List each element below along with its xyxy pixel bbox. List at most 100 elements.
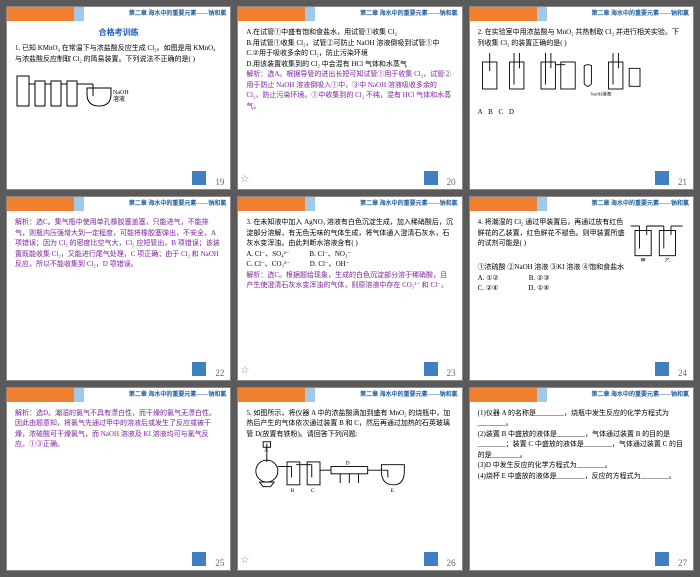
page-number: 19: [215, 177, 224, 187]
svg-text:C: C: [311, 488, 315, 494]
choice-b: B. ②③: [529, 273, 550, 284]
svg-text:A: A: [264, 448, 268, 454]
question-4: (4)烧杯 E 中盛放的液体是________，反应的方程式为________。: [478, 471, 685, 482]
chapter-title: 第二章 海水中的重要元素——钠和氯: [360, 389, 458, 398]
option-c: C. Cl⁻、CO₃²⁻: [246, 259, 289, 270]
slide-body: 4. 将潮湿的 Cl₂ 通过甲装置后，再通过放有红色鲜花的乙装置，红色鲜花不褪色…: [470, 211, 693, 300]
slide-header: 第二章 海水中的重要元素——钠和氯: [470, 388, 693, 402]
slide-body: 5. 如图所示，将仪器 A 中的浓盐酸滴加到盛有 MnO₂ 的烧瓶中，加热后产生…: [238, 402, 461, 504]
slide-body: 3. 在未知液中加入 AgNO₃ 溶液有白色沉淀生成，加入稀硝酸后，沉淀部分溶解…: [238, 211, 461, 297]
slide-22: 第二章 海水中的重要元素——钠和氯 解析：选C。集气瓶中使用单孔橡胶塞盖塞，只能…: [6, 196, 231, 380]
question-3: (3)D 中发生反应的化学方程式为________。: [478, 460, 685, 471]
apparatus-diagram-icon: NaOH 溶液: [15, 66, 135, 116]
slide-25: 第二章 海水中的重要元素——钠和氯 解析：选D。潮湿的氯气不具有漂白性，而干燥的…: [6, 387, 231, 571]
svg-text:NaOH溶液: NaOH溶液: [590, 90, 611, 97]
page-number: 25: [215, 558, 224, 568]
question-1: (1)仪器 A 的名称是________，烧瓶中发生反应的化学方程式为_____…: [478, 408, 685, 429]
svg-text:乙: 乙: [665, 257, 671, 262]
choices: A. ①② B. ②③ C. ②④ D. ①④: [478, 273, 685, 294]
page-number: 24: [678, 368, 687, 378]
svg-text:溶液: 溶液: [113, 95, 125, 103]
slide-23: 第二章 海水中的重要元素——钠和氯 3. 在未知液中加入 AgNO₃ 溶液有白色…: [237, 196, 462, 380]
chapter-title: 第二章 海水中的重要元素——钠和氯: [360, 8, 458, 17]
slide-20: 第二章 海水中的重要元素——钠和氯 A.在试管①中盛有饱和食盐水，用试管①收集 …: [237, 6, 462, 190]
slide-body: 解析：选C。集气瓶中使用单孔橡胶塞盖塞，只能进气，不能排气，则瓶内压强增大到一定…: [7, 211, 230, 276]
nav-icon[interactable]: [192, 362, 206, 376]
question-text: 4. 将潮湿的 Cl₂ 通过甲装置后，再通过放有红色鲜花的乙装置，红色鲜花不褪色…: [478, 217, 626, 249]
nav-icon[interactable]: [424, 362, 438, 376]
chapter-title: 第二章 海水中的重要元素——钠和氯: [129, 8, 227, 17]
page-number: 22: [215, 368, 224, 378]
slide-grid: 第二章 海水中的重要元素——钠和氯 合格考训练 1. 已知 KMnO₄ 在常温下…: [0, 0, 700, 577]
svg-text:B: B: [291, 488, 295, 494]
choice-a: A. ①②: [478, 273, 499, 284]
naoh-label: NaOH: [113, 90, 129, 96]
choices: A. Cl⁻、SO₄²⁻ B. Cl⁻、NO₃⁻ C. Cl⁻、CO₃²⁻ D.…: [246, 249, 453, 270]
option-d: D.用该装置收集到的 Cl₂ 中会混有 HCl 气体和水蒸气: [246, 59, 453, 70]
slide-body: 2. 在实验室中用浓盐酸与 MnO₂ 共热制取 Cl₂ 并进行相关实验。下列收集…: [470, 21, 693, 123]
training-title: 合格考训练: [15, 27, 222, 39]
question-text: 1. 已知 KMnO₄ 在常温下与浓盐酸反应生成 Cl₂。如图是用 KMnO₄ …: [15, 43, 222, 64]
slide-27: 第二章 海水中的重要元素——钠和氯 (1)仪器 A 的名称是________，烧…: [469, 387, 694, 571]
option-labels: A B C D: [478, 107, 685, 118]
chapter-title: 第二章 海水中的重要元素——钠和氯: [591, 198, 689, 207]
nav-icon[interactable]: [655, 362, 669, 376]
chapter-title: 第二章 海水中的重要元素——钠和氯: [591, 8, 689, 17]
question-text: 2. 在实验室中用浓盐酸与 MnO₂ 共热制取 Cl₂ 并进行相关实验。下列收集…: [478, 27, 685, 48]
nav-icon[interactable]: [655, 171, 669, 185]
nav-icon[interactable]: [655, 552, 669, 566]
star-icon: ☆: [240, 555, 249, 566]
slide-24: 第二章 海水中的重要元素——钠和氯 4. 将潮湿的 Cl₂ 通过甲装置后，再通过…: [469, 196, 694, 380]
slide-body: (1)仪器 A 的名称是________，烧瓶中发生反应的化学方程式为_____…: [470, 402, 693, 488]
option-c: C.②用于吸收多余的 Cl₂，防止污染环境: [246, 48, 453, 59]
slide-header: 第二章 海水中的重要元素——钠和氯: [7, 388, 230, 402]
svg-text:D: D: [346, 461, 350, 467]
slide-body: 合格考训练 1. 已知 KMnO₄ 在常温下与浓盐酸反应生成 Cl₂。如图是用 …: [7, 21, 230, 124]
sub-options: ①浓硫酸 ②NaOH 溶液 ③KI 溶液 ④饱和食盐水: [478, 262, 685, 273]
chapter-title: 第二章 海水中的重要元素——钠和氯: [129, 198, 227, 207]
two-bottle-diagram-icon: 甲 乙: [630, 217, 685, 262]
complex-apparatus-diagram-icon: A B C D E: [246, 439, 416, 494]
slide-body: A.在试管①中盛有饱和食盐水，用试管①收集 Cl₂ B.用试管①收集 Cl₂，试…: [238, 21, 461, 117]
slide-header: 第二章 海水中的重要元素——钠和氯: [238, 197, 461, 211]
option-a: A.在试管①中盛有饱和食盐水，用试管①收集 Cl₂: [246, 27, 453, 38]
nav-icon[interactable]: [192, 171, 206, 185]
question-2: (2)装置 B 中盛放的液体是________，气体通过装置 B 的目的是___…: [478, 429, 685, 461]
nav-icon[interactable]: [424, 171, 438, 185]
slide-19: 第二章 海水中的重要元素——钠和氯 合格考训练 1. 已知 KMnO₄ 在常温下…: [6, 6, 231, 190]
chapter-title: 第二章 海水中的重要元素——钠和氯: [360, 198, 458, 207]
choice-d: D. ①④: [528, 283, 549, 294]
page-number: 21: [678, 177, 687, 187]
page-number: 27: [678, 558, 687, 568]
question-text: 5. 如图所示，将仪器 A 中的浓盐酸滴加到盛有 MnO₂ 的烧瓶中，加热后产生…: [246, 408, 453, 440]
star-icon: ☆: [240, 365, 249, 376]
explanation-text: 解析：选A。根据导管的进出长短可知试管①用于收集 Cl₂，试管②用于防止 NaO…: [246, 69, 453, 111]
slide-21: 第二章 海水中的重要元素——钠和氯 2. 在实验室中用浓盐酸与 MnO₂ 共热制…: [469, 6, 694, 190]
slide-26: 第二章 海水中的重要元素——钠和氯 5. 如图所示，将仪器 A 中的浓盐酸滴加到…: [237, 387, 462, 571]
star-icon: ☆: [240, 174, 249, 185]
chapter-title: 第二章 海水中的重要元素——钠和氯: [129, 389, 227, 398]
nav-icon[interactable]: [424, 552, 438, 566]
slide-header: 第二章 海水中的重要元素——钠和氯: [470, 7, 693, 21]
slide-header: 第二章 海水中的重要元素——钠和氯: [7, 197, 230, 211]
explanation-text: 解析：选C。根据题给现象，生成的白色沉淀部分溶于稀硝酸，且产生使澄清石灰水变浑浊…: [246, 270, 453, 291]
nav-icon[interactable]: [192, 552, 206, 566]
slide-header: 第二章 海水中的重要元素——钠和氯: [238, 7, 461, 21]
choice-c: C. ②④: [478, 283, 499, 294]
option-b: B.用试管①收集 Cl₂，试管②可防止 NaOH 溶液倒吸到试管①中: [246, 38, 453, 49]
explanation-text: 解析：选D。潮湿的氯气不具有漂白性，而干燥的氯气无漂白性。因此由题意知，将氯气先…: [15, 408, 222, 450]
slide-header: 第二章 海水中的重要元素——钠和氯: [470, 197, 693, 211]
chapter-title: 第二章 海水中的重要元素——钠和氯: [591, 389, 689, 398]
option-d: D. Cl⁻、OH⁻: [310, 259, 350, 270]
page-number: 26: [447, 558, 456, 568]
page-number: 20: [447, 177, 456, 187]
svg-text:E: E: [391, 488, 395, 494]
explanation-text: 解析：选C。集气瓶中使用单孔橡胶塞盖塞，只能进气，不能排气，则瓶内压强增大到一定…: [15, 217, 222, 270]
slide-body: 解析：选D。潮湿的氯气不具有漂白性，而干燥的氯气无漂白性。因此由题意知，将氯气先…: [7, 402, 230, 456]
apparatus-options-diagram-icon: NaOH溶液: [478, 48, 658, 103]
svg-text:甲: 甲: [640, 257, 645, 262]
option-a: A. Cl⁻、SO₄²⁻: [246, 249, 289, 260]
option-b: B. Cl⁻、NO₃⁻: [309, 249, 351, 260]
question-text: 3. 在未知液中加入 AgNO₃ 溶液有白色沉淀生成，加入稀硝酸后，沉淀部分溶解…: [246, 217, 453, 249]
page-number: 23: [447, 368, 456, 378]
